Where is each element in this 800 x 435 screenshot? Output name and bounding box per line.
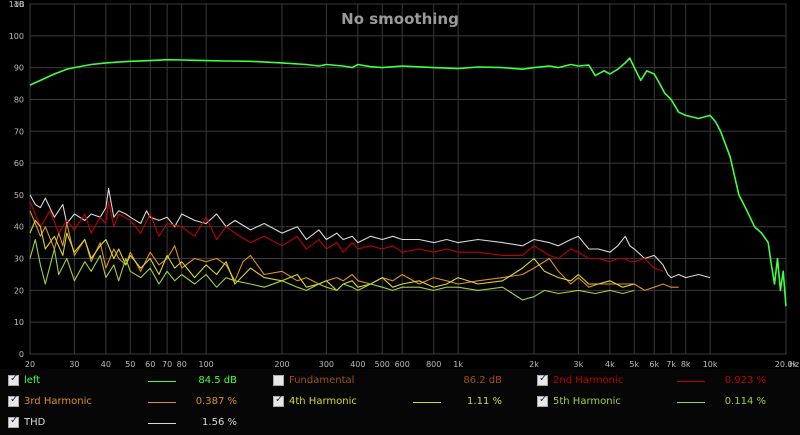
- y-axis-label: dB: [14, 0, 25, 9]
- legend-swatch: [677, 402, 705, 403]
- x-tick-label: 60: [145, 360, 155, 369]
- x-tick-label: 200: [274, 360, 289, 369]
- x-tick-label: 70: [162, 360, 172, 369]
- x-tick-label: 400: [350, 360, 365, 369]
- x-tick-label: 6k: [649, 360, 659, 369]
- legend-checkbox[interactable]: ✓: [8, 415, 19, 428]
- legend-checkbox[interactable]: ✓: [537, 373, 548, 386]
- y-tick-label: 60: [14, 159, 24, 168]
- legend-checkbox[interactable]: [273, 375, 284, 386]
- series-2nd-harmonic: [29, 200, 664, 272]
- x-tick-label: 7k: [666, 360, 676, 369]
- legend: ✓ left 84.5 dB Fundamental 86.2 dB ✓ 2nd Harmo…: [0, 369, 800, 435]
- y-tick-label: 110: [9, 0, 24, 9]
- legend-item-3rd-harmonic[interactable]: ✓ 3rd Harmonic 0.387 %: [8, 393, 263, 413]
- checkmark-icon: ✓: [10, 415, 19, 426]
- x-tick-label: 8k: [681, 360, 691, 369]
- x-tick-label: 500: [375, 360, 390, 369]
- y-tick-label: 100: [9, 32, 24, 41]
- legend-value: 86.2 dB: [463, 375, 502, 386]
- legend-name: 3rd Harmonic: [24, 396, 92, 407]
- y-tick-label: 50: [14, 191, 24, 200]
- x-tick-label: 800: [426, 360, 441, 369]
- x-tick-label: 1k: [453, 360, 463, 369]
- legend-name: 4th Harmonic: [289, 396, 357, 407]
- x-tick-label: 2k: [529, 360, 539, 369]
- legend-swatch: [677, 381, 705, 382]
- series-left: [29, 57, 787, 307]
- y-tick-label: 20: [14, 286, 24, 295]
- legend-item-left[interactable]: ✓ left 84.5 dB: [8, 372, 263, 392]
- legend-swatch: [148, 423, 176, 424]
- legend-name: Fundamental: [289, 375, 355, 386]
- x-tick-label: 3k: [574, 360, 584, 369]
- x-tick-label: 5k: [629, 360, 639, 369]
- legend-value: 0.114 %: [724, 396, 766, 407]
- y-tick-label: 10: [14, 318, 24, 327]
- y-tick-label: 70: [14, 127, 24, 136]
- chart-title: No smoothing: [341, 10, 459, 28]
- x-axis-ticks: 20 30 40 50 60 70 80 100 200 300 400 500 600 800 1k 2k 3…: [25, 360, 798, 369]
- legend-value: 1.11 %: [467, 396, 502, 407]
- y-tick-label: 40: [14, 223, 24, 232]
- x-tick-label: 50: [125, 360, 135, 369]
- legend-value: 1.56 %: [202, 417, 237, 428]
- grid: [29, 3, 787, 355]
- x-tick-label: 20: [25, 360, 35, 369]
- y-tick-label: 0: [19, 350, 24, 359]
- checkmark-icon: ✓: [10, 394, 19, 405]
- x-tick-label: 40: [101, 360, 111, 369]
- legend-name: 5th Harmonic: [553, 396, 621, 407]
- legend-item-thd[interactable]: ✓ THD 1.56 %: [8, 414, 263, 434]
- legend-item-2nd-harmonic[interactable]: ✓ 2nd Harmonic 0.923 %: [537, 372, 792, 392]
- series-5th-harmonic: [29, 238, 635, 301]
- x-tick-label: 30: [69, 360, 79, 369]
- legend-value: 84.5 dB: [198, 375, 237, 386]
- legend-swatch: [148, 381, 176, 382]
- checkmark-icon: ✓: [539, 373, 548, 384]
- checkmark-icon: ✓: [275, 394, 284, 405]
- legend-item-4th-harmonic[interactable]: ✓ 4th Harmonic 1.11 %: [273, 393, 528, 413]
- legend-item-5th-harmonic[interactable]: ✓ 5th Harmonic 0.114 %: [537, 393, 792, 413]
- legend-value: 0.923 %: [724, 375, 766, 386]
- plot-area[interactable]: 0 10 20 30 40 50 60 70 80 90 100 110 20 30 40 50 60 70 80…: [0, 0, 800, 369]
- series-3rd-harmonic: [29, 210, 679, 291]
- legend-name: THD: [24, 417, 46, 428]
- legend-name: 2nd Harmonic: [553, 375, 624, 386]
- legend-swatch: [413, 402, 441, 403]
- legend-checkbox[interactable]: ✓: [273, 394, 284, 407]
- checkmark-icon: ✓: [10, 373, 19, 384]
- legend-value: 0.387 %: [195, 396, 237, 407]
- y-tick-label: 30: [14, 255, 24, 264]
- x-axis-label: Hz: [789, 360, 799, 369]
- checkmark-icon: ✓: [539, 394, 548, 405]
- y-axis-ticks: 0 10 20 30 40 50 60 70 80 90 100 110: [9, 0, 24, 359]
- x-tick-label: 4k: [605, 360, 615, 369]
- legend-checkbox[interactable]: ✓: [537, 394, 548, 407]
- curves: [29, 57, 787, 307]
- x-tick-label: 20.0k: [775, 360, 798, 369]
- x-tick-label: 600: [395, 360, 410, 369]
- y-tick-label: 80: [14, 95, 24, 104]
- x-tick-label: 10k: [703, 360, 718, 369]
- legend-item-fundamental[interactable]: Fundamental 86.2 dB: [273, 372, 528, 392]
- x-tick-label: 100: [198, 360, 213, 369]
- legend-checkbox[interactable]: ✓: [8, 394, 19, 407]
- x-tick-label: 80: [177, 360, 187, 369]
- x-tick-label: 300: [319, 360, 334, 369]
- legend-swatch: [148, 402, 176, 403]
- legend-name: left: [24, 375, 41, 386]
- y-tick-label: 90: [14, 64, 24, 73]
- legend-checkbox[interactable]: ✓: [8, 373, 19, 386]
- series-thd: [29, 187, 711, 279]
